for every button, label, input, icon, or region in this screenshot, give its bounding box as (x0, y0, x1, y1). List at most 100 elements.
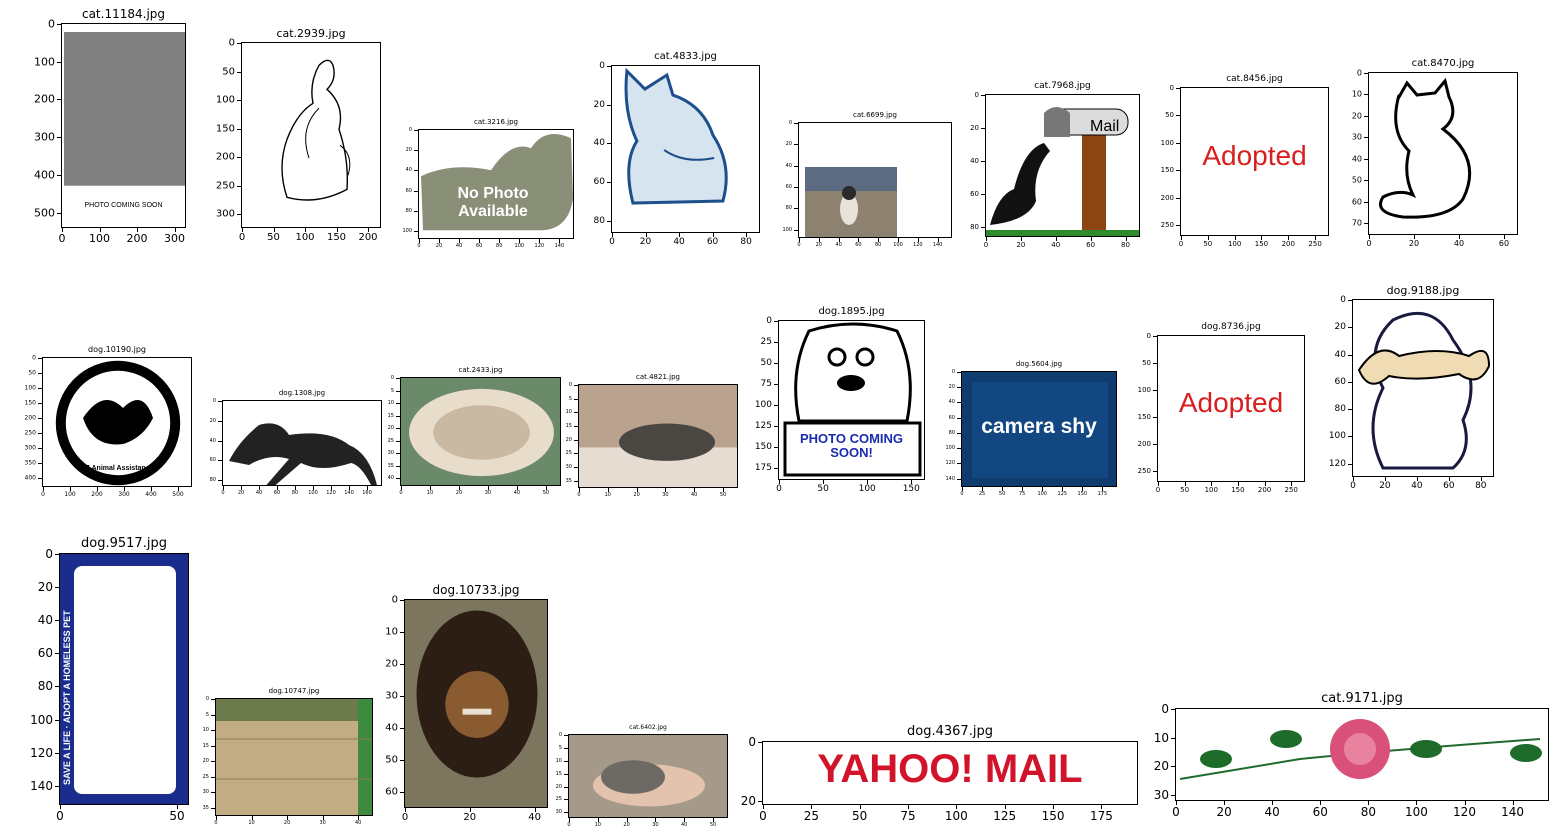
y-tick-label: 40 (385, 722, 398, 734)
x-tick-label: 125 (1057, 491, 1068, 497)
x-tick-label: 160 (362, 490, 372, 496)
y-tick-mark (55, 785, 59, 787)
y-tick-label: 500 (34, 206, 55, 220)
x-tick-label: 50 (1180, 486, 1190, 494)
y-tick-label: 20 (385, 658, 398, 670)
x-tick-mark (559, 239, 561, 243)
x-tick-label: 20 (1216, 805, 1232, 819)
x-tick-mark (937, 238, 939, 242)
x-tick-mark (1002, 487, 1004, 491)
x-tick-mark (1181, 236, 1182, 240)
y-tick-mark (1364, 137, 1368, 139)
y-tick-label: 40 (970, 156, 979, 165)
y-tick-label: 150 (24, 399, 36, 407)
subplot-image (61, 23, 186, 228)
y-tick-mark (396, 403, 400, 405)
x-tick-mark (956, 805, 958, 809)
y-tick-mark (794, 123, 798, 124)
y-tick-mark (1153, 363, 1157, 365)
x-tick-mark (70, 487, 71, 491)
y-tick-label: 25 (387, 437, 394, 444)
subplot-image (798, 122, 952, 238)
y-tick-mark (607, 181, 611, 183)
x-tick-mark (1234, 236, 1236, 240)
x-tick-label: 40 (673, 237, 685, 247)
image-caption: SAVE A LIFE · ADOPT A HOMELESS PET (62, 610, 72, 785)
y-tick-mark (758, 800, 762, 802)
y-tick-label: 300 (24, 444, 36, 452)
y-tick-label: 70 (1351, 218, 1362, 228)
y-tick-mark (1176, 197, 1180, 199)
x-tick-mark (178, 487, 179, 491)
y-tick-label: 120 (945, 460, 955, 467)
y-tick-mark (414, 210, 418, 212)
subplot-title: dog.5604.jpg (1015, 360, 1063, 368)
x-tick-label: 0 (567, 822, 571, 828)
subplot-title: cat.2939.jpg (276, 27, 346, 40)
x-tick-label: 250 (1284, 486, 1298, 494)
image-caption: YAHOO! MAIL (817, 747, 1083, 791)
y-tick-mark (1153, 417, 1157, 419)
x-tick-label: 20 (1379, 481, 1391, 491)
x-tick-mark (867, 480, 869, 484)
x-tick-label: 20 (435, 243, 443, 249)
y-tick-label: 40 (209, 437, 216, 444)
x-tick-label: 40 (835, 242, 842, 248)
x-tick-label: 0 (399, 490, 403, 496)
x-tick-mark (458, 486, 460, 490)
x-tick-label: 20 (455, 490, 463, 496)
x-tick-label: 0 (609, 237, 615, 247)
image-caption: PHOTO COMING SOON (84, 202, 163, 209)
x-tick-label: 0 (577, 492, 581, 498)
y-tick-mark (1364, 115, 1368, 117)
x-tick-mark (655, 818, 657, 822)
x-tick-mark (1464, 801, 1466, 805)
x-tick-label: 60 (1443, 481, 1455, 491)
x-tick-mark (1158, 482, 1159, 486)
x-tick-mark (287, 816, 289, 820)
x-tick-label: 100 (1204, 486, 1218, 494)
y-tick-label: 10 (1351, 89, 1362, 99)
y-tick-mark (211, 699, 215, 700)
y-tick-mark (794, 229, 798, 231)
y-tick-mark (400, 664, 404, 666)
x-tick-label: 120 (1453, 805, 1476, 819)
y-tick-mark (218, 420, 222, 422)
y-tick-mark (38, 358, 42, 359)
y-tick-mark (38, 402, 42, 404)
y-tick-mark (1364, 180, 1368, 182)
x-tick-mark (259, 486, 260, 490)
y-tick-mark (57, 174, 61, 176)
x-tick-mark (216, 816, 217, 820)
y-tick-mark (957, 372, 961, 373)
y-tick-mark (1176, 115, 1180, 117)
y-tick-label: 20 (1334, 322, 1346, 333)
y-tick-label: 20 (593, 99, 605, 110)
x-tick-mark (1459, 235, 1460, 239)
y-tick-label: 0 (32, 354, 36, 362)
y-tick-label: 20 (209, 417, 216, 424)
x-tick-mark (1368, 801, 1370, 805)
x-tick-mark (1125, 237, 1127, 241)
y-tick-label: 40 (405, 167, 412, 174)
y-tick-label: 15 (565, 423, 572, 429)
x-tick-mark (1082, 487, 1084, 491)
x-tick-label: 10 (604, 492, 611, 498)
image-caption: camera shy (981, 415, 1097, 439)
x-tick-mark (763, 805, 764, 809)
y-tick-mark (414, 130, 418, 131)
x-tick-label: 10 (426, 490, 434, 496)
x-tick-label: 120 (913, 242, 923, 248)
subplot-image (1352, 299, 1494, 477)
y-tick-mark (564, 747, 568, 749)
y-tick-mark (1348, 409, 1352, 411)
x-tick-mark (723, 488, 724, 492)
x-tick-mark (823, 480, 825, 484)
x-tick-label: 100 (514, 243, 525, 249)
subplot-title: cat.6402.jpg (629, 724, 667, 731)
x-tick-mark (579, 488, 580, 492)
subplot-title: dog.4367.jpg (907, 724, 993, 739)
x-tick-mark (898, 238, 899, 242)
y-tick-mark (981, 160, 985, 162)
y-tick-label: 40 (1334, 349, 1346, 360)
